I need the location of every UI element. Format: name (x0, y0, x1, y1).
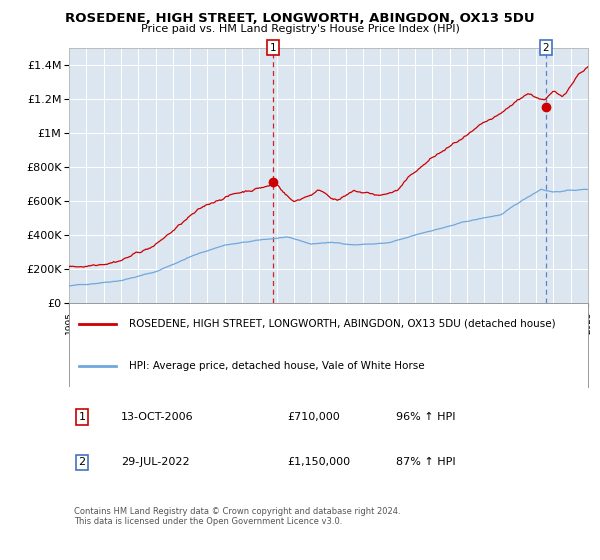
Text: 2: 2 (542, 43, 549, 53)
Text: 96% ↑ HPI: 96% ↑ HPI (396, 412, 455, 422)
Text: 87% ↑ HPI: 87% ↑ HPI (396, 458, 455, 467)
Text: 2: 2 (79, 458, 86, 467)
Text: 1: 1 (79, 412, 85, 422)
Text: 1: 1 (269, 43, 276, 53)
Text: HPI: Average price, detached house, Vale of White Horse: HPI: Average price, detached house, Vale… (128, 361, 424, 371)
Text: 13-OCT-2006: 13-OCT-2006 (121, 412, 194, 422)
Text: £710,000: £710,000 (287, 412, 340, 422)
Text: ROSEDENE, HIGH STREET, LONGWORTH, ABINGDON, OX13 5DU (detached house): ROSEDENE, HIGH STREET, LONGWORTH, ABINGD… (128, 319, 556, 329)
Text: Contains HM Land Registry data © Crown copyright and database right 2024.
This d: Contains HM Land Registry data © Crown c… (74, 507, 401, 526)
Text: £1,150,000: £1,150,000 (287, 458, 350, 467)
Text: Price paid vs. HM Land Registry's House Price Index (HPI): Price paid vs. HM Land Registry's House … (140, 24, 460, 34)
Text: 29-JUL-2022: 29-JUL-2022 (121, 458, 190, 467)
Text: ROSEDENE, HIGH STREET, LONGWORTH, ABINGDON, OX13 5DU: ROSEDENE, HIGH STREET, LONGWORTH, ABINGD… (65, 12, 535, 25)
